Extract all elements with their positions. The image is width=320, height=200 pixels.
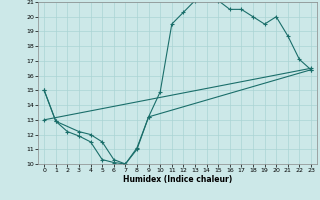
X-axis label: Humidex (Indice chaleur): Humidex (Indice chaleur) [123,175,232,184]
